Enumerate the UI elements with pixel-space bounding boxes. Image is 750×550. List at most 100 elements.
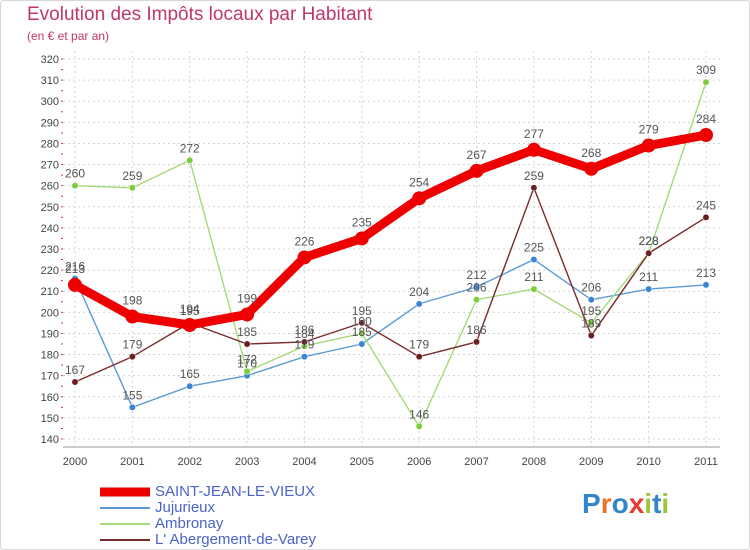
data-label: 228 (639, 234, 659, 248)
x-tick-label: 2008 (522, 456, 546, 468)
data-point (358, 329, 366, 337)
data-label: 167 (65, 363, 85, 377)
y-tick-label: 280 (41, 138, 59, 150)
data-point (473, 283, 480, 291)
data-label: 213 (696, 266, 716, 280)
data-label: 267 (467, 148, 487, 162)
legend-item-saint-jean-le-vieux: SAINT-JEAN-LE-VIEUX (100, 484, 316, 500)
y-tick-label: 140 (41, 434, 59, 446)
data-point (587, 332, 595, 340)
data-label: 170 (237, 357, 257, 371)
data-label: 212 (467, 268, 487, 282)
data-label: 179 (122, 338, 142, 352)
data-label: 195 (581, 304, 601, 318)
x-tick-label: 2006 (407, 456, 431, 468)
data-label: 260 (65, 167, 85, 181)
data-label: 211 (639, 270, 658, 284)
data-point (469, 163, 484, 178)
data-point (415, 300, 423, 308)
legend-swatch (100, 507, 150, 509)
data-label: 284 (696, 112, 716, 126)
data-point (358, 319, 366, 327)
data-label: 216 (65, 260, 85, 274)
series-line-saint-jean-le-vieux (70, 130, 711, 330)
legend: SAINT-JEAN-LE-VIEUX Jujurieux Ambronay L… (100, 484, 316, 548)
data-point (125, 309, 140, 324)
brand-letter: r (600, 488, 612, 519)
legend-swatch (100, 523, 150, 525)
axes: 1401501601701801902002102202302402502602… (41, 54, 720, 468)
data-point (526, 142, 541, 157)
data-label: 194 (180, 302, 200, 316)
data-point (702, 281, 710, 289)
y-tick-label: 230 (41, 244, 59, 256)
data-point (587, 319, 595, 327)
series-line-jujurieux (74, 258, 707, 409)
data-label: 172 (237, 352, 257, 366)
data-point (68, 277, 82, 292)
data-point (587, 296, 595, 304)
data-label: 189 (581, 317, 601, 331)
data-label: 228 (639, 234, 659, 248)
brand-letter: i (661, 488, 670, 519)
data-point (243, 367, 251, 375)
data-point (412, 191, 427, 206)
data-point (128, 353, 136, 361)
brand-letter: i (644, 488, 653, 519)
data-label: 195 (180, 304, 200, 318)
data-point (71, 378, 79, 386)
x-tick-label: 2011 (694, 456, 718, 468)
data-point (128, 184, 136, 192)
legend-label: L' Abergement-de-Varey (155, 531, 317, 548)
brand-letter: t (652, 488, 662, 519)
series-group (68, 78, 713, 430)
x-tick-label: 2001 (120, 456, 144, 468)
x-tick-label: 2010 (636, 456, 660, 468)
data-label: 226 (294, 234, 314, 248)
data-label: 259 (122, 169, 142, 183)
y-tick-label: 180 (41, 350, 59, 362)
data-label: 272 (180, 141, 200, 155)
chart-title: Evolution des Impôts locaux par Habitant (27, 4, 373, 25)
data-label: 245 (696, 198, 716, 212)
data-point (240, 307, 255, 322)
y-tick-label: 310 (41, 75, 59, 87)
brand-logo: Proxiti (582, 488, 669, 520)
data-point (473, 296, 480, 304)
data-label: 268 (581, 146, 601, 160)
y-tick-label: 220 (41, 265, 59, 277)
data-label: 235 (352, 215, 372, 229)
data-label: 206 (467, 281, 487, 295)
data-label: 213 (65, 262, 85, 276)
data-point (186, 156, 194, 164)
y-tick-label: 150 (41, 413, 59, 425)
data-label: 225 (524, 241, 544, 255)
data-label: 185 (237, 325, 257, 339)
data-label: 146 (409, 407, 429, 421)
data-label: 186 (294, 323, 314, 337)
brand-letter: x (628, 488, 645, 519)
x-tick-label: 2005 (350, 456, 374, 468)
y-tick-label: 260 (41, 181, 59, 193)
y-tick-label: 170 (41, 371, 59, 383)
x-tick-label: 2004 (292, 456, 316, 468)
data-point (186, 382, 194, 390)
data-label: 198 (122, 294, 142, 308)
y-tick-label: 300 (41, 96, 59, 108)
data-label: 199 (237, 291, 257, 305)
y-tick-label: 270 (41, 160, 59, 172)
data-point (301, 353, 308, 361)
data-point (530, 184, 538, 192)
legend-label: Jujurieux (155, 499, 216, 516)
data-point (71, 182, 79, 190)
data-point (530, 285, 538, 293)
data-label: 204 (409, 285, 429, 299)
data-label: 279 (639, 123, 659, 137)
data-label: 259 (524, 169, 544, 183)
data-point (530, 256, 538, 264)
data-point (699, 128, 713, 142)
chart-subtitle: (en € et par an) (27, 29, 110, 43)
x-tick-label: 2009 (579, 456, 603, 468)
data-label: 165 (180, 367, 200, 381)
